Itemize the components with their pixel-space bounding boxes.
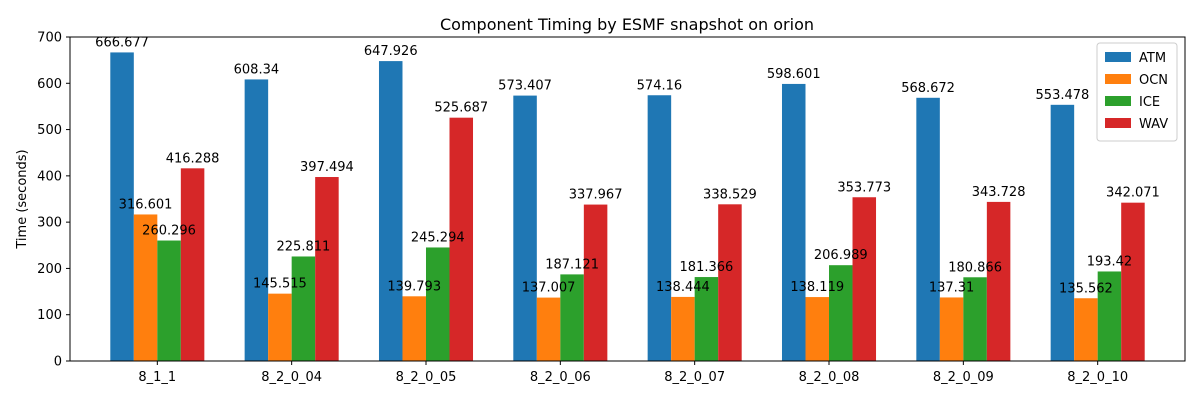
data-label-ocn-8_2_0_09: 137.31 — [929, 280, 975, 295]
bar-ice-8_2_0_05 — [425, 247, 450, 361]
bar-ice-8_2_0_07 — [694, 277, 719, 361]
x-tick-label: 8_2_0_07 — [664, 370, 725, 385]
bar-atm-8_2_0_08 — [781, 83, 806, 362]
x-tick-label: 8_2_0_10 — [1067, 370, 1128, 385]
data-label-wav-8_1_1: 416.288 — [166, 151, 220, 166]
x-tick-label: 8_2_0_08 — [799, 370, 860, 385]
bar-wav-8_2_0_09 — [986, 201, 1011, 361]
bar-atm-8_1_1 — [110, 52, 134, 362]
bar-atm-8_2_0_04 — [244, 79, 269, 362]
data-label-atm-8_2_0_08: 598.601 — [767, 67, 821, 82]
data-label-ocn-8_2_0_04: 145.515 — [253, 277, 307, 292]
data-label-wav-8_2_0_05: 525.687 — [434, 101, 488, 116]
bar-ocn-8_2_0_09 — [939, 297, 964, 361]
data-label-ocn-8_1_1: 316.601 — [119, 197, 173, 212]
data-label-ice-8_2_0_04: 225.811 — [277, 239, 331, 254]
y-tick-label: 700 — [37, 31, 62, 46]
bar-ocn-8_2_0_08 — [805, 297, 830, 361]
bar-ocn-8_2_0_10 — [1074, 298, 1098, 361]
data-label-wav-8_2_0_06: 337.967 — [569, 188, 623, 203]
y-tick-label: 400 — [37, 169, 62, 184]
data-label-wav-8_2_0_04: 397.494 — [300, 160, 354, 175]
data-label-wav-8_2_0_10: 342.071 — [1106, 186, 1160, 201]
data-label-ice-8_2_0_10: 193.42 — [1087, 254, 1133, 269]
bar-atm-8_2_0_09 — [916, 97, 940, 361]
x-tick-label: 8_2_0_06 — [530, 370, 591, 385]
bar-atm-8_2_0_06 — [513, 95, 537, 361]
data-label-ocn-8_2_0_08: 138.119 — [790, 280, 844, 295]
y-axis-title: Time (seconds) — [15, 149, 30, 249]
data-label-atm-8_2_0_09: 568.672 — [901, 81, 955, 96]
data-label-ocn-8_2_0_10: 135.562 — [1059, 281, 1113, 296]
data-label-wav-8_2_0_08: 353.773 — [837, 180, 891, 195]
bar-wav-8_2_0_04 — [315, 177, 339, 361]
bar-wav-8_2_0_07 — [718, 204, 742, 361]
bar-atm-8_2_0_05 — [378, 61, 403, 361]
axes-layer: 0 100 200 300 400 500 600 700 8_1_1 8_2_0_04 8_2_0… — [37, 31, 1186, 385]
data-label-ice-8_2_0_05: 245.294 — [411, 230, 465, 245]
legend-label-ocn: OCN — [1139, 73, 1168, 88]
y-tick-label: 300 — [37, 216, 62, 231]
bar-ice-8_1_1 — [157, 240, 181, 361]
bar-ice-8_2_0_09 — [963, 277, 987, 361]
y-tick-label: 500 — [37, 123, 62, 138]
data-label-ocn-8_2_0_07: 138.444 — [656, 280, 710, 295]
y-tick-label: 0 — [54, 355, 62, 370]
data-label-ice-8_2_0_08: 206.989 — [814, 248, 868, 263]
bar-ocn-8_2_0_04 — [268, 293, 292, 361]
bar-ocn-8_1_1 — [133, 214, 158, 361]
data-label-ice-8_1_1: 260.296 — [142, 224, 196, 239]
bar-wav-8_2_0_06 — [583, 204, 608, 361]
data-label-atm-8_2_0_04: 608.34 — [234, 62, 280, 77]
bar-ocn-8_2_0_05 — [402, 296, 426, 361]
legend-label-ice: ICE — [1139, 95, 1160, 110]
legend-swatch-ice — [1105, 96, 1131, 106]
data-label-atm-8_2_0_05: 647.926 — [364, 44, 418, 59]
data-label-wav-8_2_0_07: 338.529 — [703, 187, 757, 202]
data-label-atm-8_1_1: 666.677 — [95, 35, 149, 50]
data-label-ice-8_2_0_06: 187.121 — [545, 257, 599, 272]
data-label-atm-8_2_0_10: 553.478 — [1036, 88, 1090, 103]
x-tick-label: 8_1_1 — [138, 370, 176, 385]
data-labels-layer: 666.677 608.34 647.926 573.407 574.16 598.601… — [95, 35, 1160, 296]
bar-ice-8_2_0_08 — [829, 265, 853, 361]
legend-box — [1096, 42, 1178, 142]
x-tick-label: 8_2_0_04 — [261, 370, 322, 385]
bar-ice-8_2_0_04 — [291, 256, 316, 361]
data-label-ice-8_2_0_07: 181.366 — [680, 260, 734, 275]
data-label-ice-8_2_0_09: 180.866 — [948, 260, 1002, 275]
bar-wav-8_2_0_10 — [1121, 202, 1145, 361]
y-tick-label: 100 — [37, 308, 62, 323]
bar-ice-8_2_0_06 — [560, 274, 584, 361]
data-label-atm-8_2_0_06: 573.407 — [498, 79, 552, 94]
bar-ice-8_2_0_10 — [1097, 271, 1122, 361]
legend-label-wav: WAV — [1139, 117, 1168, 132]
data-label-ocn-8_2_0_05: 139.793 — [387, 279, 441, 294]
data-label-ocn-8_2_0_06: 137.007 — [522, 281, 576, 296]
bar-atm-8_2_0_10 — [1050, 104, 1075, 361]
y-tick-label: 600 — [37, 77, 62, 92]
x-tick-label: 8_2_0_05 — [396, 370, 457, 385]
bar-wav-8_2_0_08 — [852, 197, 877, 361]
bar-ocn-8_2_0_06 — [536, 297, 561, 361]
data-label-wav-8_2_0_09: 343.728 — [972, 185, 1026, 200]
plot-frame — [69, 36, 1186, 362]
legend-swatch-wav — [1105, 118, 1131, 128]
bars-layer — [110, 52, 1145, 362]
bar-wav-8_2_0_05 — [449, 117, 474, 362]
chart-title: Component Timing by ESMF snapshot on ori… — [440, 15, 814, 34]
legend-swatch-atm — [1105, 52, 1131, 62]
data-label-atm-8_2_0_07: 574.16 — [637, 78, 683, 93]
bar-atm-8_2_0_07 — [647, 95, 672, 361]
bar-ocn-8_2_0_07 — [671, 296, 695, 361]
legend-label-atm: ATM — [1139, 51, 1166, 66]
bar-wav-8_1_1 — [180, 168, 205, 361]
y-tick-label: 200 — [37, 262, 62, 277]
x-tick-label: 8_2_0_09 — [933, 370, 994, 385]
legend: ATM OCN ICE WAV — [1096, 42, 1178, 142]
legend-swatch-ocn — [1105, 74, 1131, 84]
